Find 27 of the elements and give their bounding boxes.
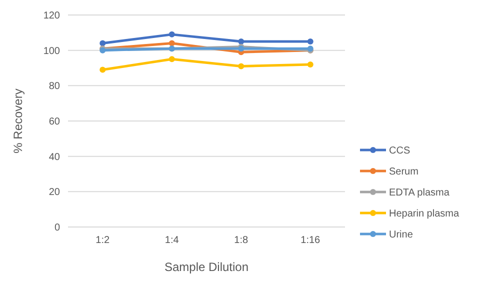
y-tick-label: 60 [48,116,60,128]
legend-label: Urine [389,230,414,240]
point [238,63,244,70]
y-tick-label: 80 [48,81,60,92]
x-tick-label: 1:16 [300,235,321,246]
legend-label: EDTA plasma [389,188,450,198]
point [238,38,244,44]
x-axis-title: Sample Dilution [164,260,249,274]
point [100,66,106,73]
y-tick-label: 100 [43,46,60,57]
point [168,40,175,46]
x-tick-label: 1:2 [96,235,110,246]
y-tick-label: 120 [43,10,60,22]
legend-label: Heparin plasma [389,208,460,220]
y-axis-title: % Recovery [11,88,25,154]
y-tick-label: 40 [48,152,60,163]
point [168,31,175,38]
point [100,40,106,46]
y-tick-label: 20 [48,187,60,198]
point [307,38,314,44]
legend-label: CCS [389,146,410,156]
x-tick-label: 1:8 [234,235,249,246]
point [168,56,175,62]
point [307,61,314,68]
y-tick-label: 0 [54,222,60,234]
legend-label: Serum [389,166,418,178]
x-tick-label: 1:4 [164,235,180,246]
